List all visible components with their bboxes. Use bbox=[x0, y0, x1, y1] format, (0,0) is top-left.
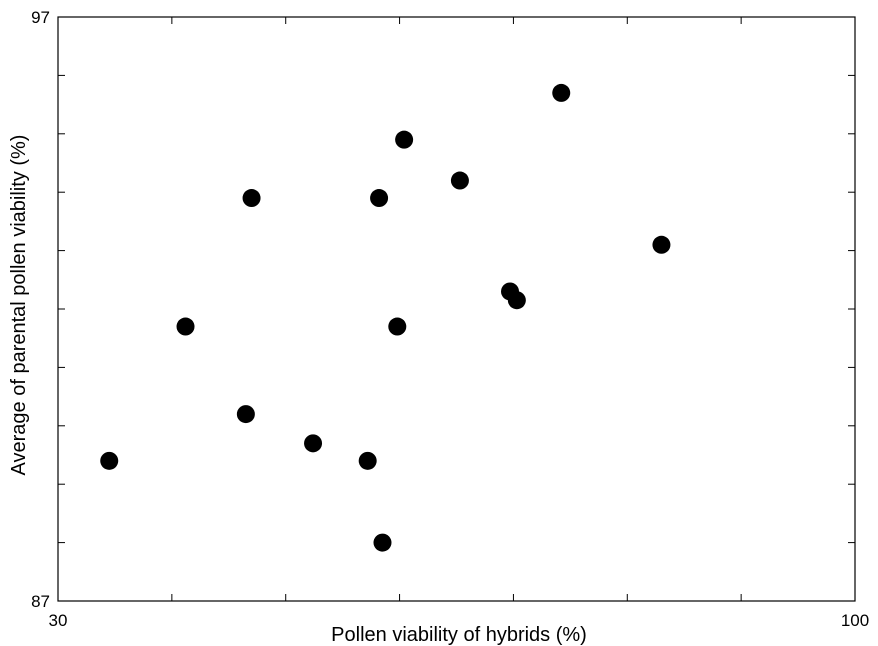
y-tick-label-min: 87 bbox=[31, 592, 50, 611]
data-point bbox=[358, 451, 377, 470]
x-tick-label-max: 100 bbox=[841, 611, 869, 630]
data-point bbox=[395, 130, 414, 149]
data-point bbox=[507, 291, 526, 310]
data-point bbox=[652, 235, 671, 254]
data-point bbox=[236, 405, 255, 424]
x-tick-label-min: 30 bbox=[49, 611, 68, 630]
data-point bbox=[176, 317, 195, 336]
data-point bbox=[370, 189, 389, 208]
data-points bbox=[100, 83, 671, 552]
data-point bbox=[304, 434, 323, 453]
y-axis-ticks bbox=[58, 74, 855, 544]
x-axis-label: Pollen viability of hybrids (%) bbox=[331, 624, 587, 646]
y-axis-label: Average of parental pollen viability (%) bbox=[8, 135, 30, 476]
plot-frame bbox=[57, 16, 856, 602]
data-point bbox=[388, 317, 407, 336]
data-point bbox=[100, 451, 119, 470]
data-point bbox=[242, 189, 261, 208]
y-tick-label-max: 97 bbox=[31, 8, 50, 27]
x-axis-ticks bbox=[171, 17, 742, 601]
data-point bbox=[373, 533, 392, 552]
data-point bbox=[552, 83, 571, 102]
data-point bbox=[450, 171, 469, 190]
